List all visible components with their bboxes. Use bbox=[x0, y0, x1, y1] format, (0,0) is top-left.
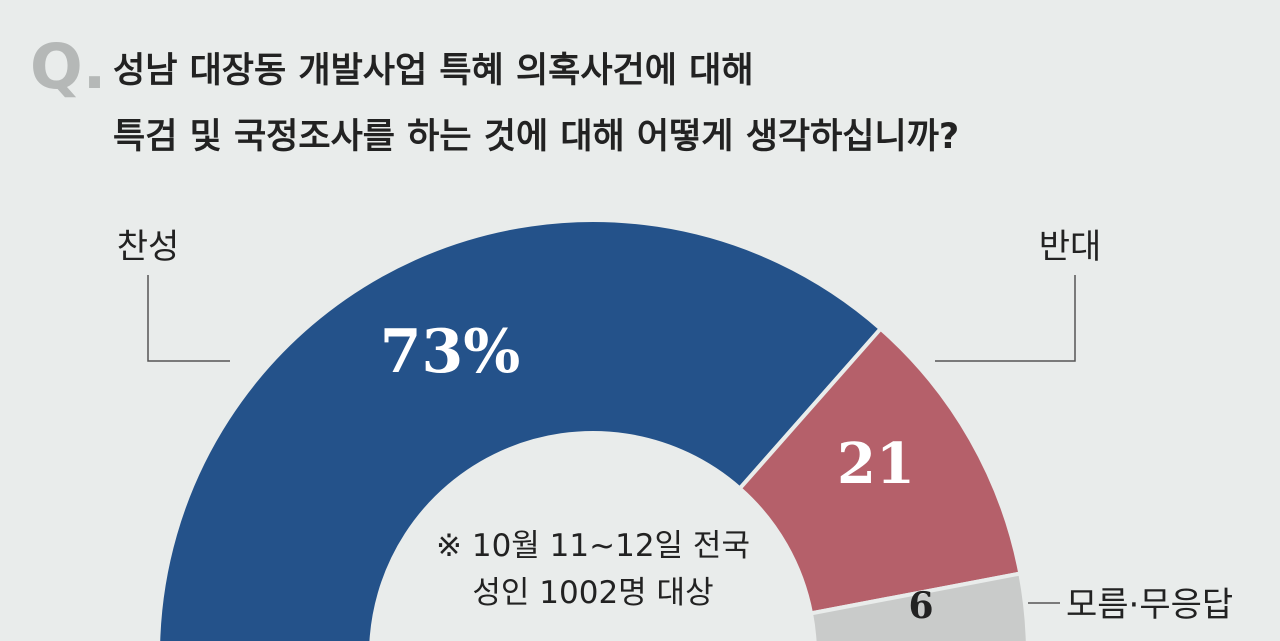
survey-note-line-1: ※ 10월 11~12일 전국 bbox=[436, 528, 750, 564]
slice-label-oppose: 반대 bbox=[1039, 227, 1102, 267]
donut-slices bbox=[156, 218, 1030, 641]
leader-line-oppose bbox=[935, 275, 1076, 362]
survey-note-line-2: 성인 1002명 대상 bbox=[472, 575, 713, 611]
slice-oppose bbox=[736, 325, 1023, 616]
question-line-1: 성남 대장동 개발사업 특혜 의혹사건에 대해 bbox=[113, 51, 754, 91]
slice-label-agree: 찬성 bbox=[117, 227, 180, 267]
question-line-2: 특검 및 국정조사를 하는 것에 대해 어떻게 생각하십니까? bbox=[113, 117, 959, 157]
leader-line-agree bbox=[147, 275, 230, 362]
slice-unsure bbox=[808, 571, 1030, 641]
slice-value-agree: 73% bbox=[380, 317, 521, 387]
slice-value-unsure: 6 bbox=[908, 585, 933, 627]
question-mark: Q. bbox=[30, 30, 106, 103]
slice-label-unsure: 모름·무응답 bbox=[1066, 585, 1233, 625]
slice-value-oppose: 21 bbox=[837, 431, 915, 497]
slice-agree bbox=[156, 218, 884, 641]
